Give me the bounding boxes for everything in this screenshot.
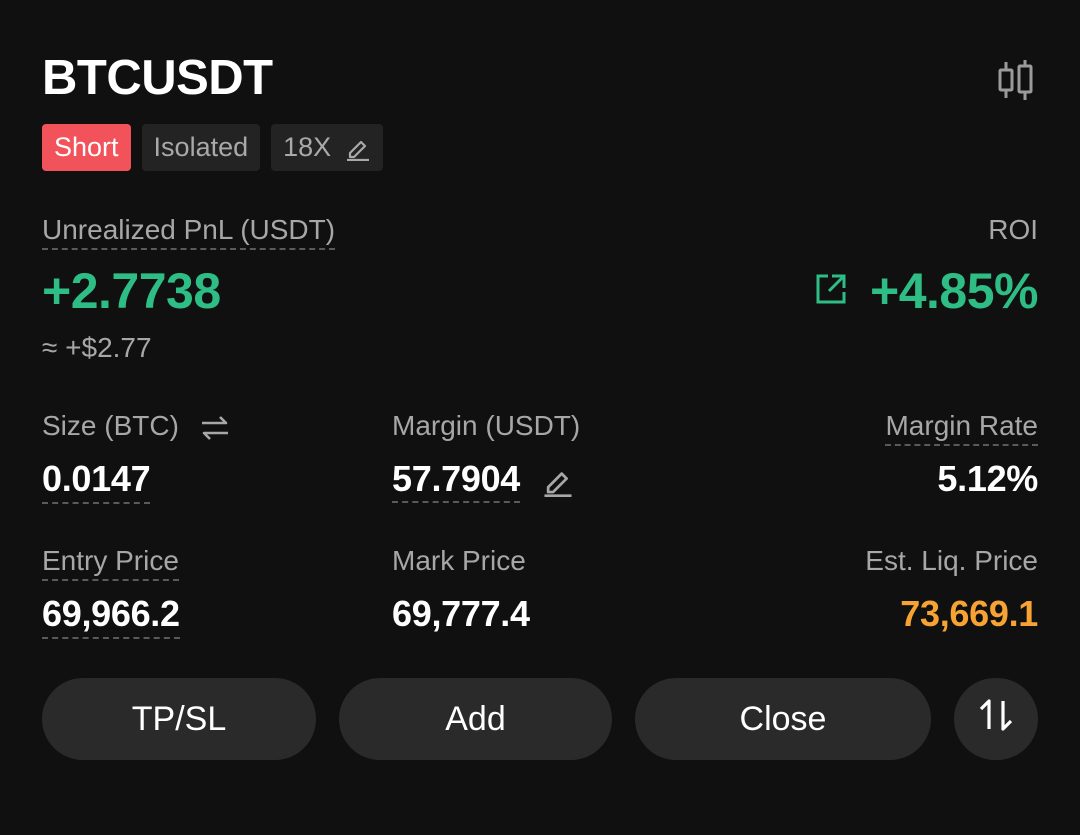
candlestick-chart-icon[interactable]: [996, 58, 1036, 102]
share-export-icon[interactable]: [814, 272, 848, 311]
liq-price-value: 73,669.1: [900, 593, 1038, 634]
reverse-position-icon: [976, 695, 1016, 744]
roi-label: ROI: [988, 214, 1038, 245]
margin-label: Margin (USDT): [392, 410, 581, 441]
leverage-value: 18X: [283, 132, 332, 162]
side-badge: Short: [42, 124, 131, 171]
pencil-edit-icon[interactable]: [345, 135, 371, 161]
size-label: Size (BTC): [42, 410, 179, 441]
unrealized-pnl-label[interactable]: Unrealized PnL (USDT): [42, 214, 336, 250]
pnl-usd-approx: ≈ +$2.77: [42, 332, 152, 363]
unrealized-pnl-value: +2.7738: [42, 263, 221, 319]
entry-price-value[interactable]: 69,966.2: [42, 593, 180, 639]
roi-group: +4.85%: [814, 262, 1038, 320]
position-symbol[interactable]: BTCUSDT: [42, 51, 273, 105]
margin-rate-value: 5.12%: [937, 458, 1038, 499]
margin-mode-badge: Isolated: [141, 124, 261, 171]
close-button[interactable]: Close: [635, 678, 931, 760]
roi-value: +4.85%: [870, 263, 1038, 319]
margin-value-group[interactable]: 57.7904: [392, 458, 574, 503]
mark-price-value: 69,777.4: [392, 593, 530, 634]
size-label-group[interactable]: Size (BTC): [42, 410, 231, 442]
swap-arrows-icon[interactable]: [199, 414, 231, 442]
tpsl-button[interactable]: TP/SL: [42, 678, 316, 760]
position-tags: Short Isolated 18X: [42, 124, 384, 171]
margin-value: 57.7904: [392, 458, 520, 503]
liq-price-label: Est. Liq. Price: [865, 545, 1038, 576]
reverse-position-button[interactable]: [954, 678, 1038, 760]
margin-rate-label[interactable]: Margin Rate: [885, 410, 1038, 446]
size-value[interactable]: 0.0147: [42, 458, 151, 504]
leverage-badge[interactable]: 18X: [271, 124, 384, 171]
pencil-edit-icon[interactable]: [542, 465, 574, 498]
mark-price-label: Mark Price: [392, 545, 526, 576]
entry-price-label[interactable]: Entry Price: [42, 545, 179, 581]
add-button[interactable]: Add: [339, 678, 612, 760]
